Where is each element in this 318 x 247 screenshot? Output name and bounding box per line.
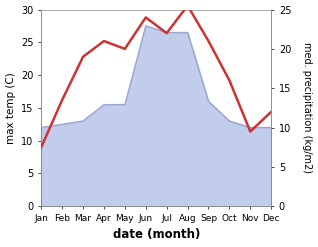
Y-axis label: max temp (C): max temp (C): [5, 72, 16, 144]
Y-axis label: med. precipitation (kg/m2): med. precipitation (kg/m2): [302, 42, 313, 173]
X-axis label: date (month): date (month): [113, 228, 200, 242]
